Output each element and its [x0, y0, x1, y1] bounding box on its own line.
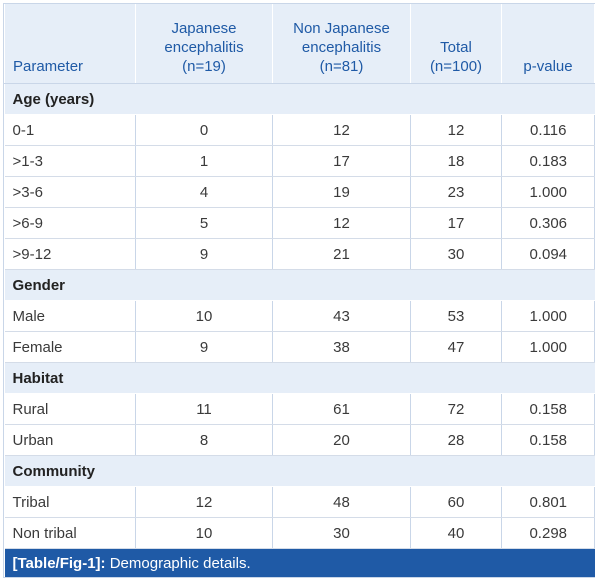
header-p-value: p-value [501, 4, 595, 84]
row-label: 0-1 [4, 114, 136, 146]
nje-count: 12 [272, 114, 411, 146]
p-value: 0.158 [501, 393, 595, 425]
caption-cell: [Table/Fig-1]: Demographic details. [4, 548, 595, 577]
group-title: Age (years) [4, 83, 595, 115]
nje-count: 61 [272, 393, 411, 425]
total-count: 28 [410, 424, 502, 456]
caption-text: Demographic details. [109, 554, 251, 572]
je-count: 8 [135, 424, 273, 456]
total-count: 53 [410, 300, 502, 332]
group-row: Community [4, 455, 595, 487]
row-label: Non tribal [4, 517, 136, 549]
caption-row: [Table/Fig-1]: Demographic details. [4, 548, 595, 577]
caption-label: [Table/Fig-1]: [12, 554, 106, 572]
total-count: 72 [410, 393, 502, 425]
nje-count: 30 [272, 517, 411, 549]
row-label: >6-9 [4, 207, 136, 239]
total-count: 30 [410, 238, 502, 270]
row-label: Female [4, 331, 136, 363]
p-value: 0.094 [501, 238, 595, 270]
p-value: 0.801 [501, 486, 595, 518]
table-row: >1-3 1 17 18 0.183 [4, 145, 595, 177]
je-count: 9 [135, 331, 273, 363]
table-row: Non tribal 10 30 40 0.298 [4, 517, 595, 549]
nje-count: 38 [272, 331, 411, 363]
header-parameter: Parameter [4, 4, 136, 84]
row-label: Tribal [4, 486, 136, 518]
group-title: Habitat [4, 362, 595, 394]
demographics-table-frame: Parameter Japanese encephalitis (n=19) N… [3, 3, 595, 578]
p-value: 0.116 [501, 114, 595, 146]
table-row: Male 10 43 53 1.000 [4, 300, 595, 332]
nje-count: 48 [272, 486, 411, 518]
je-count: 0 [135, 114, 273, 146]
table-row: Rural 11 61 72 0.158 [4, 393, 595, 425]
header-je-line-3: (n=19) [182, 58, 226, 75]
nje-count: 43 [272, 300, 411, 332]
table-row: >3-6 4 19 23 1.000 [4, 176, 595, 208]
p-value: 1.000 [501, 331, 595, 363]
group-row: Age (years) [4, 83, 595, 115]
header-total: Total (n=100) [410, 4, 502, 84]
nje-count: 17 [272, 145, 411, 177]
group-title: Community [4, 455, 595, 487]
header-nje-line-3: (n=81) [319, 58, 364, 75]
table-header: Parameter Japanese encephalitis (n=19) N… [4, 4, 595, 84]
je-count: 4 [135, 176, 273, 208]
je-count: 11 [135, 393, 273, 425]
nje-count: 12 [272, 207, 411, 239]
demographics-table: Parameter Japanese encephalitis (n=19) N… [4, 4, 595, 577]
je-count: 12 [135, 486, 273, 518]
header-row: Parameter Japanese encephalitis (n=19) N… [4, 4, 595, 84]
p-value: 0.183 [501, 145, 595, 177]
table-row: 0-1 0 12 12 0.116 [4, 114, 595, 146]
table-row: >9-12 9 21 30 0.094 [4, 238, 595, 270]
je-count: 10 [135, 300, 273, 332]
table-caption: [Table/Fig-1]: Demographic details. [4, 548, 595, 577]
nje-count: 20 [272, 424, 411, 456]
table-body: Age (years) 0-1 0 12 12 0.116 >1-3 1 17 18 0.183 >3… [4, 83, 595, 549]
table-row: >6-9 5 12 17 0.306 [4, 207, 595, 239]
row-label: >3-6 [4, 176, 136, 208]
header-non-japanese-encephalitis: Non Japanese encephalitis (n=81) [272, 4, 411, 84]
total-count: 12 [410, 114, 502, 146]
p-value: 0.306 [501, 207, 595, 239]
header-total-line-1: Total [440, 39, 472, 56]
nje-count: 19 [272, 176, 411, 208]
header-nje-line-2: encephalitis [301, 39, 382, 56]
table-row: Tribal 12 48 60 0.801 [4, 486, 595, 518]
je-count: 9 [135, 238, 273, 270]
row-label: Urban [4, 424, 136, 456]
total-count: 60 [410, 486, 502, 518]
total-count: 23 [410, 176, 502, 208]
header-nje-line-1: Non Japanese [293, 20, 390, 37]
nje-count: 21 [272, 238, 411, 270]
row-label: >9-12 [4, 238, 136, 270]
group-row: Gender [4, 269, 595, 301]
p-value: 0.298 [501, 517, 595, 549]
header-je-line-2: encephalitis [164, 39, 244, 56]
p-value: 1.000 [501, 300, 595, 332]
p-value: 0.158 [501, 424, 595, 456]
row-label: >1-3 [4, 145, 136, 177]
p-value: 1.000 [501, 176, 595, 208]
row-label: Male [4, 300, 136, 332]
total-count: 47 [410, 331, 502, 363]
je-count: 5 [135, 207, 273, 239]
group-row: Habitat [4, 362, 595, 394]
header-japanese-encephalitis: Japanese encephalitis (n=19) [135, 4, 273, 84]
table-row: Female 9 38 47 1.000 [4, 331, 595, 363]
total-count: 18 [410, 145, 502, 177]
table-row: Urban 8 20 28 0.158 [4, 424, 595, 456]
total-count: 40 [410, 517, 502, 549]
row-label: Rural [4, 393, 136, 425]
je-count: 1 [135, 145, 273, 177]
header-je-line-1: Japanese [171, 20, 237, 37]
group-title: Gender [4, 269, 595, 301]
je-count: 10 [135, 517, 273, 549]
header-total-line-2: (n=100) [429, 58, 483, 75]
total-count: 17 [410, 207, 502, 239]
